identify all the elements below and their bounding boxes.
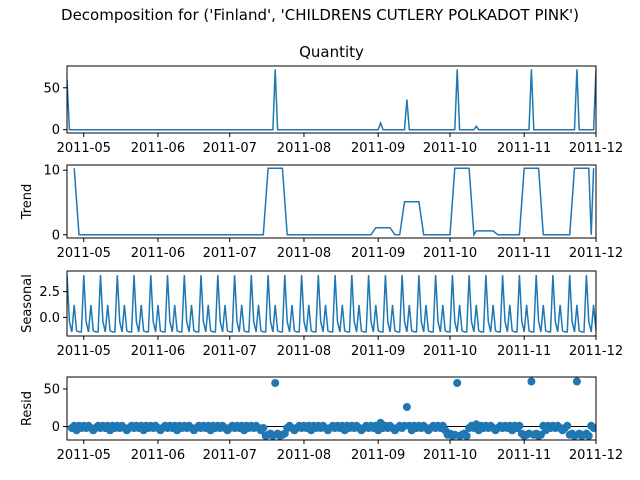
x-tick-label: 2011-12 [569,448,623,463]
resid-point [259,424,268,432]
x-tick-label: 2011-11 [497,448,551,463]
panel-data [67,275,596,333]
x-tick-label: 2011-09 [351,448,405,463]
resid-point [453,379,462,387]
panel-2: 0 10 2011-05 2011-06 2011-07 2011-08 2011-09 20… [20,164,623,261]
seasonal-line [67,275,596,333]
x-tick-label: 2011-05 [57,246,111,261]
x-tick-label: 2011-07 [203,448,257,463]
y-tick-label: 0 [52,123,60,138]
x-tick-label: 2011-09 [351,344,405,359]
x-tick-label: 2011-09 [351,141,405,156]
y-axis-label: Resid [20,391,35,426]
y-tick-label: 0 [52,420,60,435]
x-tick-label: 2011-10 [423,246,477,261]
panel-data [67,377,596,440]
x-tick-label: 2011-11 [497,246,551,261]
resid-point [563,421,572,430]
x-tick-label: 2011-05 [57,344,111,359]
panel-1: 0 50 2011-05 2011-06 2011-07 2011-08 2011-09 20… [43,43,623,156]
x-tick-label: 2011-10 [423,448,477,463]
resid-point [515,421,524,430]
x-tick-label: 2011-06 [131,448,185,463]
x-tick-label: 2011-09 [351,246,405,261]
y-tick-label: 0.0 [39,311,60,326]
x-tick-label: 2011-06 [131,141,185,156]
resid-point [271,379,280,387]
x-tick-label: 2011-08 [277,141,331,156]
panel-4: 0 50 2011-05 2011-06 2011-07 2011-08 2011-09 20… [20,376,623,463]
x-tick-label: 2011-08 [277,344,331,359]
resid-point [589,424,596,432]
x-tick-label: 2011-08 [277,246,331,261]
panel-3: 0.0 2.5 2011-05 2011-06 2011-07 2011-08 2011-0… [20,270,623,359]
x-tick-label: 2011-07 [203,141,257,156]
x-tick-label: 2011-12 [569,141,623,156]
x-tick-label: 2011-08 [277,448,331,463]
trend-line [73,167,595,238]
x-tick-label: 2011-10 [423,344,477,359]
x-tick-label: 2011-11 [497,344,551,359]
y-tick-label: 10 [43,164,60,179]
panel-data [67,69,596,131]
x-tick-label: 2011-12 [569,344,623,359]
x-tick-label: 2011-05 [57,141,111,156]
figure-title: Decomposition for ('Finland', 'CHILDRENS… [61,6,579,24]
panel-frame [66,164,597,239]
x-tick-label: 2011-06 [131,344,185,359]
resid-point [402,403,411,411]
x-tick-label: 2011-10 [423,141,477,156]
y-axis-label: Trend [20,184,35,221]
resid-point [527,377,536,386]
panel-frame [66,65,597,134]
panel-data [73,167,595,238]
x-tick-label: 2011-07 [203,344,257,359]
x-tick-label: 2011-12 [569,246,623,261]
y-tick-label: 2.5 [39,285,60,300]
panel-frame [66,270,597,337]
quantity-line [67,69,596,131]
x-tick-label: 2011-05 [57,448,111,463]
y-tick-label: 0 [52,228,60,243]
y-tick-label: 50 [43,383,60,398]
y-tick-label: 50 [43,81,60,96]
resid-point [584,431,593,440]
panel-frame [66,376,597,441]
panel-title: Quantity [299,43,364,61]
resid-point [462,431,471,440]
y-axis-label: Seasonal [20,274,35,333]
resid-point [572,377,581,386]
x-tick-label: 2011-11 [497,141,551,156]
x-tick-label: 2011-06 [131,246,185,261]
x-tick-label: 2011-07 [203,246,257,261]
